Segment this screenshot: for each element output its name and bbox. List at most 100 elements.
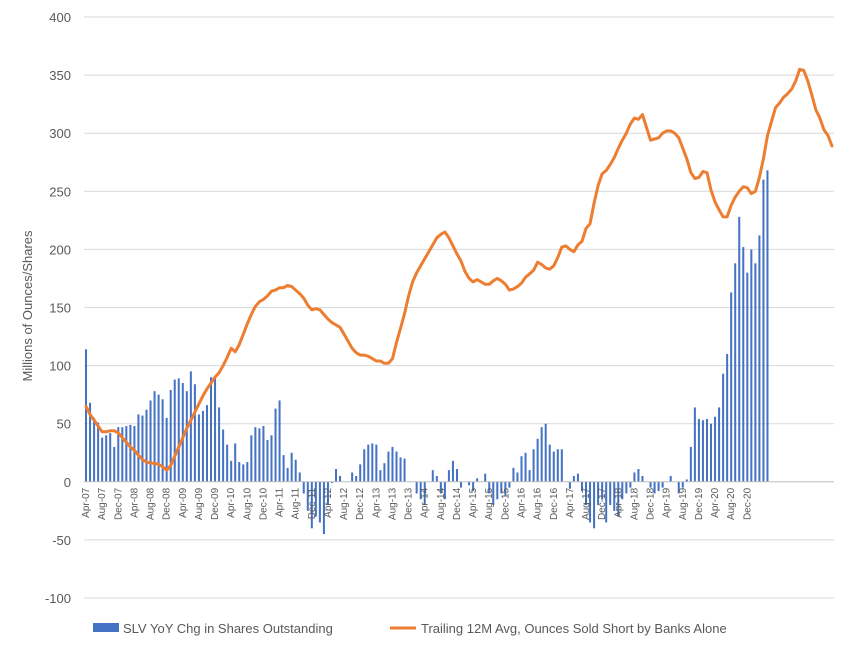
bar [689, 446, 692, 482]
x-tick-label: Aug-12 [339, 487, 350, 520]
bar [359, 464, 362, 482]
y-tick-label: 350 [49, 68, 71, 83]
x-tick-label: Dec-14 [452, 487, 463, 520]
bar [443, 481, 446, 500]
bar [726, 353, 729, 482]
bar [383, 463, 386, 482]
bar [516, 472, 519, 482]
bar [177, 378, 180, 482]
y-tick-label: 300 [49, 126, 71, 141]
x-tick-label: Dec-09 [210, 487, 221, 520]
bar [693, 407, 696, 482]
bar [314, 481, 317, 517]
bar [85, 349, 88, 482]
bar [520, 456, 523, 482]
x-tick-label: Dec-16 [549, 487, 560, 520]
bar [613, 481, 616, 511]
legend-swatch-slv [93, 623, 119, 632]
x-tick-label: Dec-19 [694, 487, 705, 520]
bar [540, 427, 543, 482]
bar [351, 472, 354, 482]
bar [137, 414, 140, 482]
x-tick-label: Aug-14 [436, 487, 447, 520]
bar-series-slv [85, 170, 769, 535]
bar [367, 444, 370, 482]
bar [617, 481, 620, 517]
bar [528, 470, 531, 482]
legend-label-slv: SLV YoY Chg in Shares Outstanding [123, 621, 333, 636]
x-tick-label: Apr-08 [129, 487, 140, 517]
x-axis-ticks: Apr-07 Aug-07 Dec-07 Apr-08 Aug-08 Dec-08 Apr-… [81, 487, 753, 520]
bar [379, 470, 382, 482]
bar [508, 481, 511, 488]
x-tick-label: Apr-11 [275, 487, 286, 517]
bar [242, 464, 245, 482]
x-tick-label: Apr-13 [371, 487, 382, 517]
x-tick-label: Aug-17 [581, 487, 592, 520]
bar [161, 399, 164, 482]
bar [270, 435, 273, 482]
x-tick-label: Apr-18 [613, 487, 624, 517]
bar [101, 437, 104, 482]
bar [157, 394, 160, 482]
bar [129, 424, 132, 482]
bar [322, 481, 325, 535]
bar [560, 449, 563, 482]
x-tick-label: Apr-15 [468, 487, 479, 517]
bar [395, 451, 398, 482]
bar [266, 439, 269, 482]
bar [387, 451, 390, 482]
bar [109, 432, 112, 482]
bar [169, 390, 172, 482]
bar [544, 423, 547, 482]
bar [173, 379, 176, 482]
bar [758, 235, 761, 482]
bar [185, 391, 188, 482]
x-tick-label: Apr-12 [323, 487, 334, 517]
x-tick-label: Apr-14 [420, 487, 431, 517]
bar [504, 481, 507, 496]
bar [234, 443, 237, 482]
x-tick-label: Aug-11 [291, 487, 302, 519]
bar [193, 384, 196, 482]
y-tick-label: 400 [49, 10, 71, 25]
bar [484, 473, 487, 482]
x-tick-label: Dec-15 [500, 487, 511, 520]
bar [451, 460, 454, 482]
bar [105, 435, 108, 482]
bar [609, 481, 612, 506]
bar [476, 478, 479, 482]
y-tick-label: 200 [49, 242, 71, 257]
bar [355, 475, 358, 482]
bar [371, 443, 374, 482]
bar [661, 481, 664, 488]
bar [472, 481, 475, 492]
y-tick-label: -50 [52, 533, 71, 548]
x-tick-label: Apr-10 [226, 487, 237, 517]
bar [250, 435, 253, 482]
x-tick-label: Dec-13 [404, 487, 415, 520]
bar [742, 247, 745, 482]
bar [589, 481, 592, 523]
bar [701, 420, 704, 482]
bar [391, 446, 394, 482]
bar [306, 481, 309, 511]
legend: SLV YoY Chg in Shares Outstanding Traili… [93, 621, 727, 636]
y-axis-ticks: -100 -50 0 50 100 150 200 250 300 350 400 [45, 10, 71, 606]
bar [460, 481, 463, 488]
bar [552, 451, 555, 482]
bar [230, 460, 233, 482]
bar [524, 452, 527, 482]
bar [197, 414, 200, 482]
bar [125, 426, 128, 482]
x-tick-label: Apr-09 [178, 487, 189, 517]
bar [697, 419, 700, 482]
bar [580, 481, 583, 492]
bar [447, 470, 450, 482]
legend-label-short: Trailing 12M Avg, Ounces Sold Short by B… [421, 621, 727, 636]
x-tick-label: Aug-19 [678, 487, 689, 520]
bar [339, 475, 342, 482]
bar [310, 481, 313, 529]
bar [601, 481, 604, 500]
